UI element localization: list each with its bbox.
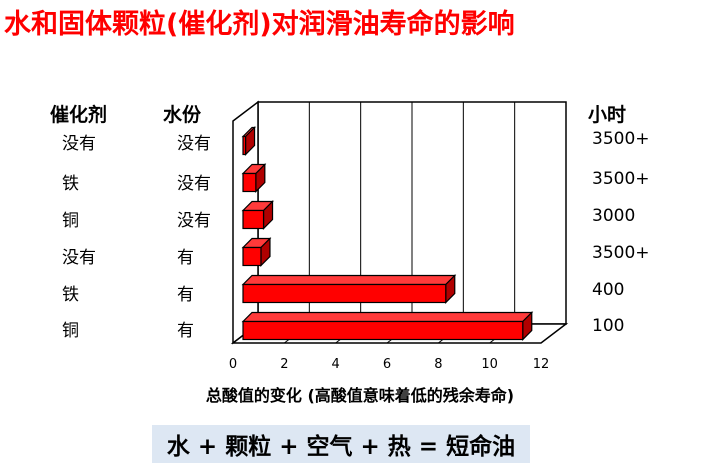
hours-header: 小时 — [588, 104, 627, 126]
catalyst-label-3: 铜 — [62, 211, 79, 231]
water-label-3: 没有 — [177, 211, 211, 231]
hours-label-4: 3500+ — [592, 243, 650, 263]
bar-6 — [241, 311, 534, 341]
catalyst-label-5: 铁 — [62, 285, 79, 305]
hours-label-5: 400 — [592, 280, 625, 300]
bar-5 — [241, 274, 457, 304]
x-tick-label-4: 4 — [332, 357, 340, 372]
hours-label-3: 3000 — [592, 206, 636, 226]
water-label-1: 没有 — [177, 134, 211, 154]
hours-label-1: 3500+ — [592, 129, 650, 149]
catalyst-label-6: 铜 — [62, 321, 79, 341]
x-tick-label-0: 0 — [229, 357, 237, 372]
water-label-5: 有 — [177, 285, 194, 305]
x-tick-label-2: 2 — [280, 357, 288, 372]
x-tick-label-6: 6 — [383, 357, 391, 372]
catalyst-label-4: 没有 — [62, 248, 96, 268]
x-axis-label: 总酸值的变化 (高酸值意味着低的残余寿命) — [205, 386, 515, 405]
page-title: 水和固体颗粒(催化剂)对润滑油寿命的影响 — [4, 9, 515, 40]
hours-label-2: 3500+ — [592, 169, 650, 189]
hours-label-6: 100 — [592, 316, 625, 336]
x-tick-label-8: 8 — [434, 357, 442, 372]
water-label-4: 有 — [177, 248, 194, 268]
formula-box: 水 + 颗粒 + 空气 + 热 = 短命油 — [152, 425, 530, 463]
bar-2 — [241, 163, 267, 193]
bar-4 — [241, 237, 272, 267]
catalyst-label-2: 铁 — [62, 174, 79, 194]
x-tick-label-10: 10 — [481, 357, 498, 372]
water-header: 水份 — [163, 104, 202, 126]
catalyst-label-1: 没有 — [62, 134, 96, 154]
catalyst-header: 催化剂 — [50, 104, 108, 126]
water-label-2: 没有 — [177, 174, 211, 194]
water-label-6: 有 — [177, 321, 194, 341]
bar-3 — [241, 200, 274, 230]
bar-1 — [241, 126, 257, 156]
x-tick-label-12: 12 — [533, 357, 550, 372]
